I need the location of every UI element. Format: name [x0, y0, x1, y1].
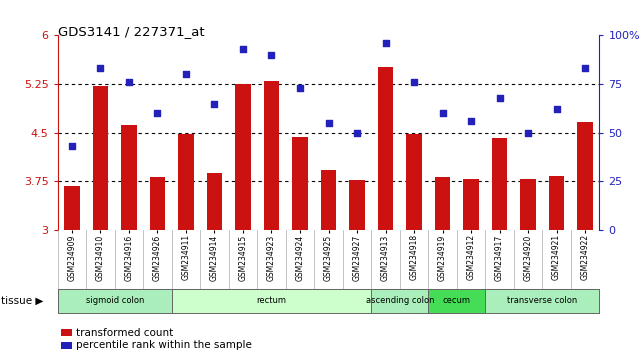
Bar: [435, 177, 451, 230]
Point: [437, 110, 447, 116]
Bar: [92, 86, 108, 230]
Bar: [371, 289, 428, 313]
Point: [181, 72, 191, 77]
Point: [523, 130, 533, 136]
Text: sigmoid colon: sigmoid colon: [85, 296, 144, 306]
Point: [409, 79, 419, 85]
Point: [210, 101, 220, 106]
Point: [67, 144, 77, 149]
Bar: [263, 81, 279, 230]
Point: [153, 110, 163, 116]
Point: [295, 85, 305, 91]
Bar: [428, 289, 485, 313]
Bar: [492, 138, 508, 230]
Bar: [206, 173, 222, 230]
Text: GDS3141 / 227371_at: GDS3141 / 227371_at: [58, 25, 204, 38]
Point: [124, 79, 134, 85]
Point: [580, 65, 590, 71]
Point: [551, 107, 562, 112]
Point: [238, 46, 248, 52]
Text: ascending colon: ascending colon: [365, 296, 434, 306]
Bar: [578, 122, 593, 230]
Text: rectum: rectum: [256, 296, 287, 306]
Text: transverse colon: transverse colon: [507, 296, 578, 306]
Text: transformed count: transformed count: [76, 328, 173, 338]
Point: [494, 95, 504, 101]
Point: [466, 118, 476, 124]
Bar: [292, 137, 308, 230]
Bar: [235, 84, 251, 230]
Bar: [520, 179, 536, 230]
Bar: [58, 289, 172, 313]
Bar: [172, 289, 371, 313]
Bar: [178, 134, 194, 230]
Bar: [549, 176, 565, 230]
Point: [380, 40, 390, 46]
Point: [96, 65, 106, 71]
Point: [267, 52, 277, 58]
Bar: [463, 179, 479, 230]
Bar: [121, 125, 137, 230]
Text: percentile rank within the sample: percentile rank within the sample: [76, 340, 251, 350]
Text: cecum: cecum: [443, 296, 470, 306]
Bar: [378, 67, 394, 230]
Bar: [485, 289, 599, 313]
Bar: [149, 177, 165, 230]
Bar: [349, 180, 365, 230]
Bar: [320, 170, 337, 230]
Bar: [64, 186, 79, 230]
Point: [352, 130, 362, 136]
Point: [323, 120, 333, 126]
Bar: [406, 134, 422, 230]
Text: tissue ▶: tissue ▶: [1, 296, 44, 306]
